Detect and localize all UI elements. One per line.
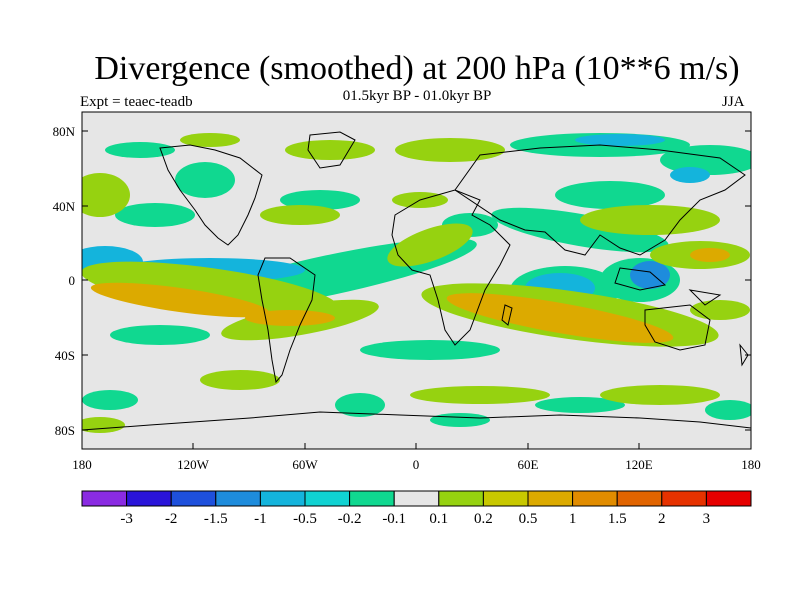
colorbar-box [572, 490, 618, 507]
chart-subtitle: 01.5kyr BP - 01.0kyr BP [342, 88, 492, 104]
experiment-label: Expt = teaec-teadb [80, 94, 193, 110]
colorbar-label: 0.1 [429, 511, 448, 527]
colorbar-label: -1.5 [204, 511, 228, 527]
lon-tick-label: 180 [741, 457, 761, 472]
coastlines [82, 131, 751, 431]
colorbar-box [126, 490, 172, 507]
lon-tick-label: 0 [413, 457, 420, 472]
colorbar-box [215, 490, 261, 507]
lon-tick-label: 120E [625, 457, 653, 472]
colorbar-box [259, 490, 306, 507]
colorbar-box [304, 490, 351, 507]
lon-tick-label: 60E [518, 457, 539, 472]
colorbar-box [81, 490, 128, 507]
colorbar-label: -1 [254, 511, 267, 527]
colorbar-box [349, 490, 395, 507]
colorbar-label: 3 [703, 511, 711, 527]
colorbar-label: -0.2 [338, 511, 362, 527]
colorbar-box [438, 490, 484, 507]
lon-tick-marks [81, 443, 752, 449]
chart-title: Divergence (smoothed) at 200 hPa (10**6 … [94, 50, 740, 87]
lon-tick-label: 60W [292, 457, 318, 472]
colorbar-box [482, 490, 529, 507]
colorbar-label: -2 [165, 511, 178, 527]
lat-tick-label: 40S [55, 348, 75, 363]
divergence-field [82, 133, 751, 433]
lat-tick-label: 80N [53, 124, 76, 139]
colorbar-box [527, 490, 574, 507]
colorbar-labels: -3 -2 -1.5 -1 -0.5 -0.2 -0.1 0.1 0.2 0.5 1 1.5 2 3 [120, 511, 710, 527]
colorbar-label: 0.2 [474, 511, 493, 527]
lat-tick-marks [82, 130, 751, 431]
colorbar-label: 2 [658, 511, 666, 527]
colorbar-box [661, 490, 707, 507]
colorbar-box [705, 490, 752, 507]
lon-tick-label: 180 [72, 457, 92, 472]
colorbar-box [170, 490, 217, 507]
lon-tick-label: 120W [177, 457, 210, 472]
colorbar-boxes [81, 490, 752, 507]
colorbar-label: 0.5 [519, 511, 538, 527]
colorbar-label: -0.5 [293, 511, 317, 527]
lat-tick-label: 40N [53, 199, 76, 214]
colorbar-label: 1.5 [608, 511, 627, 527]
colorbar-box [393, 490, 440, 507]
season-label: JJA [722, 94, 745, 110]
lat-tick-label: 0 [69, 273, 76, 288]
colorbar-label: 1 [569, 511, 577, 527]
lat-tick-label: 80S [55, 423, 75, 438]
colorbar-box [616, 490, 663, 507]
colorbar-label: -3 [120, 511, 133, 527]
colorbar-label: -0.1 [382, 511, 406, 527]
